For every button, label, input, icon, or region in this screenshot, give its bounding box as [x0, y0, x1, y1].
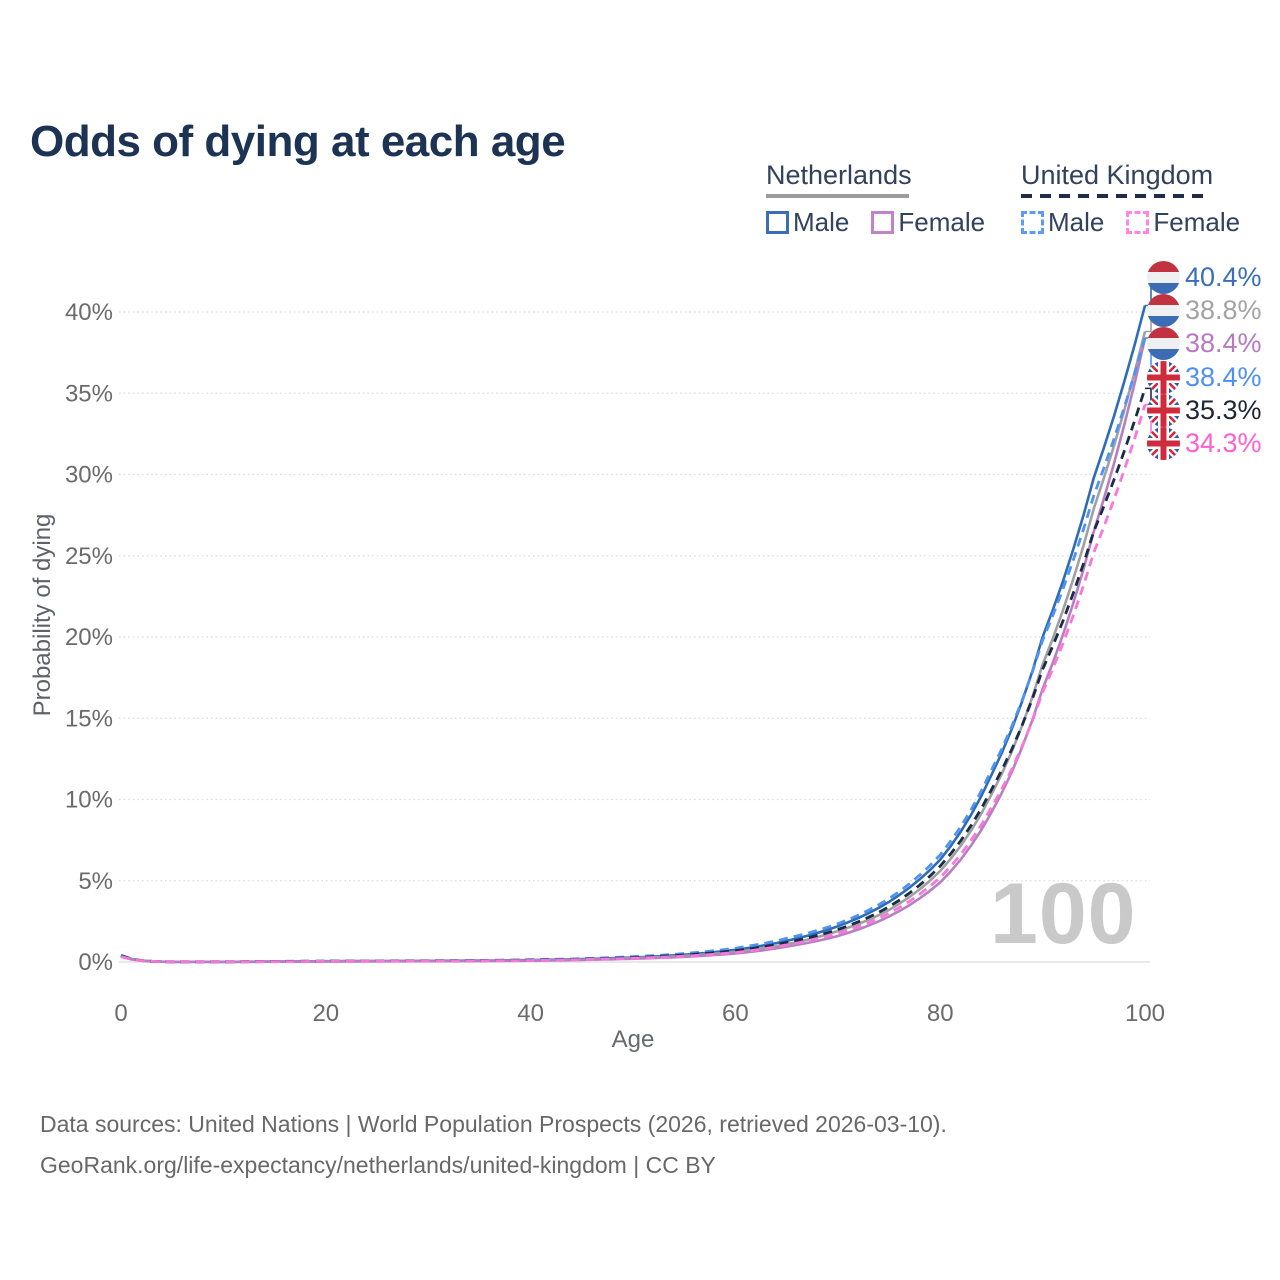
- netherlands-line-style-swatch: [766, 194, 909, 198]
- y-axis-title: Probability of dying: [29, 513, 56, 717]
- uk-flag-icon: [1147, 427, 1180, 460]
- x-tick-label: 40: [517, 1000, 544, 1027]
- end-label-united-kingdom-male: 38.4%: [1147, 361, 1262, 394]
- legend-country-united-kingdom[interactable]: United Kingdom: [1021, 160, 1214, 190]
- nl-flag-icon: [1147, 261, 1180, 294]
- nl-flag-icon: [1147, 327, 1180, 360]
- page-title: Odds of dying at each age: [30, 117, 566, 167]
- legend-label: Female: [1153, 206, 1241, 237]
- netherlands-female-swatch-icon: [871, 210, 895, 234]
- y-tick-label: 0%: [78, 949, 113, 976]
- end-value: 35.3%: [1185, 395, 1262, 425]
- legend-item-united-kingdom-female[interactable]: Female: [1126, 207, 1240, 238]
- end-value: 38.4%: [1185, 328, 1262, 358]
- x-tick-label: 20: [312, 1000, 339, 1027]
- legend-country-netherlands[interactable]: Netherlands: [766, 160, 912, 190]
- legend-item-netherlands-male[interactable]: Male: [766, 207, 849, 238]
- legend-group-netherlands: Netherlands Male Female: [766, 160, 985, 238]
- united-kingdom-male-swatch-icon: [1021, 210, 1044, 234]
- x-tick-label: 80: [927, 1000, 954, 1027]
- end-label-united-kingdom-female: 34.3%: [1147, 427, 1262, 460]
- x-tick-label: 100: [1125, 1000, 1165, 1027]
- uk-flag-icon: [1147, 394, 1180, 427]
- end-value: 38.4%: [1185, 362, 1262, 392]
- united-kingdom-line-style-swatch: [1021, 194, 1207, 198]
- footer-attribution: GeoRank.org/life-expectancy/netherlands/…: [40, 1152, 716, 1178]
- y-tick-label: 40%: [65, 299, 113, 326]
- legend-row-united-kingdom: Male Female: [1021, 207, 1240, 238]
- legend-group-united-kingdom: United Kingdom Male Female: [1021, 160, 1240, 238]
- y-tick-label: 30%: [65, 462, 113, 489]
- series-line-united-kingdom-female[interactable]: [120, 404, 1147, 964]
- end-value: 34.3%: [1185, 428, 1262, 458]
- age-counter-watermark: 100: [990, 866, 1137, 962]
- legend-label: Male: [793, 206, 850, 237]
- series-line-netherlands-male[interactable]: [120, 305, 1147, 964]
- y-tick-label: 10%: [65, 787, 113, 814]
- y-tick-label: 25%: [65, 543, 113, 570]
- legend-label: Male: [1048, 206, 1105, 237]
- y-tick-label: 35%: [65, 380, 113, 407]
- footer: Data sources: United Nations | World Pop…: [40, 1104, 947, 1186]
- legend-row-netherlands: Male Female: [766, 207, 985, 238]
- end-value: 38.8%: [1185, 295, 1262, 325]
- y-tick-label: 5%: [78, 868, 113, 895]
- end-label-netherlands-total: 38.8%: [1147, 294, 1262, 327]
- legend-item-netherlands-female[interactable]: Female: [871, 207, 985, 238]
- y-tick-label: 15%: [65, 705, 113, 732]
- x-tick-label: 60: [722, 1000, 749, 1027]
- legend-item-united-kingdom-male[interactable]: Male: [1021, 207, 1104, 238]
- footer-data-sources: Data sources: United Nations | World Pop…: [40, 1111, 947, 1137]
- end-label-netherlands-male: 40.4%: [1147, 261, 1262, 294]
- uk-flag-icon: [1147, 361, 1180, 394]
- united-kingdom-female-swatch-icon: [1126, 210, 1150, 234]
- end-label-netherlands-female: 38.4%: [1147, 327, 1262, 360]
- x-tick-label: 0: [114, 1000, 127, 1027]
- x-axis-title: Age: [611, 1026, 655, 1053]
- legend-label: Female: [898, 206, 986, 237]
- nl-flag-icon: [1147, 294, 1180, 327]
- y-tick-label: 20%: [65, 624, 113, 651]
- end-label-united-kingdom-total: 35.3%: [1147, 394, 1262, 427]
- end-value: 40.4%: [1185, 262, 1262, 292]
- netherlands-male-swatch-icon: [766, 210, 789, 234]
